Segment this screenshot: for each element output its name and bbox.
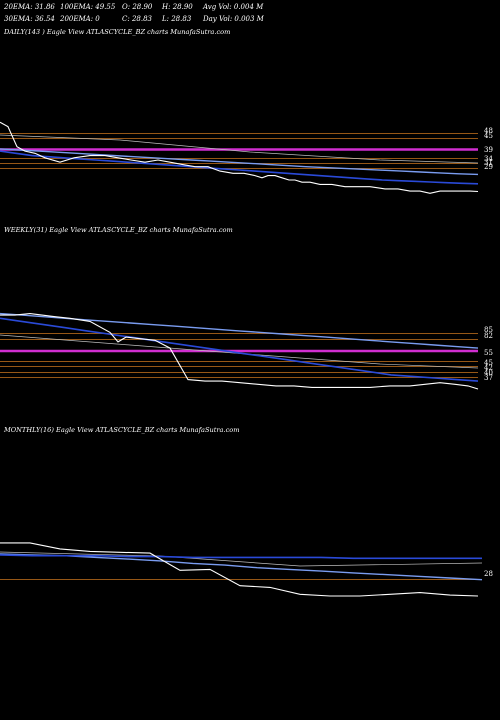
open-readout: O: 28.90	[122, 3, 153, 11]
low-readout: L: 28.83	[162, 15, 192, 23]
level-label: 31	[484, 159, 493, 167]
level-label: 45	[484, 132, 493, 140]
price-line	[0, 121, 479, 194]
ema-slow-line	[0, 553, 483, 581]
envelope-line	[0, 551, 483, 567]
level-label: 39	[484, 146, 493, 154]
ema200-readout: 200EMA: 0	[60, 15, 100, 23]
high-readout: H: 28.90	[162, 3, 193, 11]
ema-fast-line	[0, 554, 482, 560]
level-label: 45	[484, 359, 493, 367]
level-label: 34	[484, 155, 493, 163]
close-readout: C: 28.83	[122, 15, 152, 23]
daily-panel-title: DAILY(143 ) Eagle View ATLASCYCLE_BZ cha…	[4, 28, 231, 36]
ema-fast-line	[0, 317, 479, 382]
monthly-panel-title: MONTHLY(16) Eagle View ATLASCYCLE_BZ cha…	[4, 426, 240, 434]
level-label: 82	[484, 332, 493, 340]
level-label: 48	[484, 127, 493, 135]
ema-fast-line	[0, 150, 479, 185]
ema-slow-line	[0, 148, 479, 176]
ema20-readout: 20EMA: 31.86	[4, 3, 55, 11]
level-label: 29	[484, 163, 493, 171]
avg-vol-readout: Avg Vol: 0.004 M	[203, 3, 264, 11]
level-label: 40	[484, 369, 493, 377]
level-label: 55	[484, 349, 493, 357]
envelope-line	[0, 334, 479, 369]
ema100-readout: 100EMA: 49.55	[60, 3, 116, 11]
monthly-chart-panel: 28	[0, 542, 493, 597]
level-label: 42	[484, 364, 493, 372]
price-line	[0, 313, 479, 390]
envelope-line	[0, 134, 479, 164]
level-label: 37	[484, 374, 493, 382]
weekly-panel-title: WEEKLY(31) Eagle View ATLASCYCLE_BZ char…	[4, 226, 233, 234]
ema30-readout: 30EMA: 36.54	[4, 15, 55, 23]
price-line	[0, 542, 479, 597]
level-label: 85	[484, 326, 493, 334]
day-vol-readout: Day Vol: 0.003 M	[203, 15, 264, 23]
level-label: 28	[484, 570, 493, 578]
